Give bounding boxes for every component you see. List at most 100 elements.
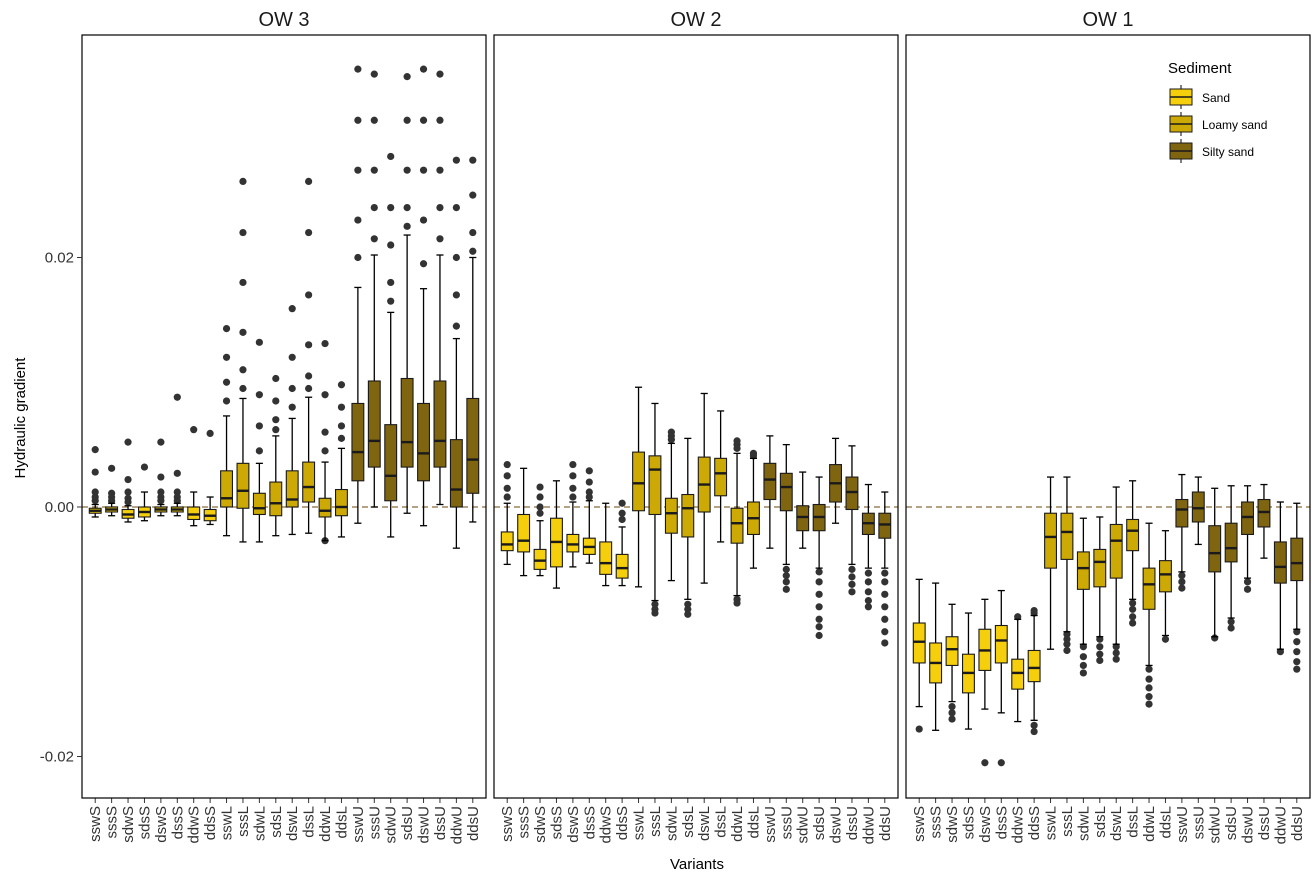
- box-body: [714, 457, 728, 497]
- outlier-point: [1079, 643, 1087, 651]
- box-sssU: [367, 70, 381, 508]
- outlier-point: [436, 235, 444, 243]
- outlier-point: [124, 475, 132, 484]
- outlier-point: [403, 116, 411, 124]
- outlier-point: [321, 391, 329, 399]
- box-sdsS: [137, 463, 151, 522]
- x-tick-label: sdwU: [795, 806, 812, 844]
- outlier-point: [354, 116, 362, 124]
- outlier-point: [272, 374, 280, 383]
- outlier-point: [403, 166, 411, 174]
- box-body: [252, 492, 266, 516]
- outlier-point: [733, 444, 741, 452]
- outlier-point: [815, 590, 823, 598]
- x-tick-label: sswL: [631, 806, 648, 840]
- outlier-point: [881, 603, 889, 611]
- outlier-point: [782, 572, 790, 580]
- box-body: [318, 497, 332, 518]
- outlier-point: [569, 460, 577, 469]
- outlier-point: [337, 434, 346, 442]
- box-body: [285, 470, 299, 508]
- outlier-point: [222, 397, 231, 405]
- box-dssU: [1257, 483, 1271, 559]
- outlier-point: [387, 152, 395, 161]
- outlier-point: [1293, 628, 1301, 636]
- outlier-point: [881, 578, 889, 586]
- outlier-point: [1145, 684, 1153, 692]
- x-tick-label: ddsU: [1289, 806, 1306, 841]
- legend-entry: Silty sand: [1169, 139, 1254, 163]
- outlier-point: [1178, 572, 1186, 580]
- outlier-point: [915, 725, 923, 733]
- x-tick-label: ddsS: [614, 806, 631, 840]
- box-sdwU: [384, 152, 398, 538]
- box-sswS: [88, 446, 102, 518]
- box-sssS: [517, 467, 531, 577]
- box-body: [351, 402, 365, 482]
- box-dswU: [417, 65, 431, 527]
- outlier-point: [370, 235, 378, 243]
- y-axis: -0.02 0.00 0.02: [40, 250, 82, 766]
- box-body: [400, 377, 414, 468]
- box-body: [632, 451, 646, 512]
- outlier-point: [321, 447, 329, 455]
- box-body: [302, 461, 316, 503]
- box-sdwL: [252, 338, 266, 543]
- outlier-point: [419, 216, 428, 224]
- outlier-point: [305, 177, 313, 186]
- x-tick-label: sssU: [778, 806, 795, 839]
- outlier-point: [1030, 609, 1038, 617]
- outlier-point: [1112, 649, 1120, 657]
- outlier-point: [948, 709, 956, 717]
- box-body: [220, 470, 234, 508]
- y-tick-label: 0.00: [45, 499, 74, 516]
- outlier-point: [585, 467, 593, 475]
- box-sssL: [236, 177, 250, 543]
- legend-title: Sediment: [1168, 60, 1232, 77]
- x-tick-label: dssU: [1256, 806, 1273, 840]
- outlier-point: [651, 609, 659, 617]
- x-tick-label: ddsL: [333, 806, 350, 839]
- box-body: [417, 402, 431, 482]
- panel-ow-3: OW 3 sswS sssS sdwS sdsS dswS dssS ddwS ddsS sswL…: [81, 9, 487, 844]
- x-tick-label: sssS: [104, 806, 121, 839]
- outlier-point: [370, 204, 378, 212]
- outlier-point: [354, 216, 362, 224]
- outlier-point: [1063, 646, 1071, 655]
- box-ddwL: [730, 437, 744, 607]
- outlier-point: [881, 615, 889, 623]
- outlier-point: [239, 177, 247, 186]
- box-sswS: [500, 460, 514, 566]
- outlier-point: [255, 391, 263, 399]
- outlier-point: [864, 569, 872, 577]
- outlier-point: [503, 460, 511, 469]
- outlier-point: [848, 580, 856, 588]
- outlier-point: [305, 228, 313, 237]
- box-body: [1158, 560, 1172, 593]
- x-tick-label: ddsU: [465, 806, 482, 841]
- outlier-point: [124, 488, 132, 496]
- outlier-point: [667, 436, 675, 444]
- box-ddwS: [187, 426, 201, 527]
- outlier-point: [173, 393, 181, 401]
- outlier-point: [1243, 578, 1252, 586]
- box-sssL: [648, 402, 662, 617]
- box-sswU: [351, 65, 365, 524]
- x-tick-label: sdwL: [251, 806, 268, 841]
- outlier-point: [651, 600, 659, 608]
- outlier-point: [1112, 643, 1120, 651]
- box-sssU: [779, 443, 793, 593]
- outlier-point: [108, 497, 116, 505]
- x-tick-label: ddwS: [186, 806, 203, 844]
- x-tick-label: sdwS: [944, 806, 961, 843]
- outlier-point: [782, 578, 790, 586]
- x-tick-label: sdsL: [268, 806, 285, 838]
- x-tick-label: sssU: [1190, 806, 1207, 839]
- y-tick-label: -0.02: [40, 749, 74, 766]
- outlier-point: [1063, 640, 1071, 648]
- box-sssS: [929, 582, 943, 731]
- panel-title: OW 3: [258, 9, 309, 31]
- box-dssL: [302, 177, 316, 534]
- legend-entry: Loamy sand: [1169, 112, 1267, 136]
